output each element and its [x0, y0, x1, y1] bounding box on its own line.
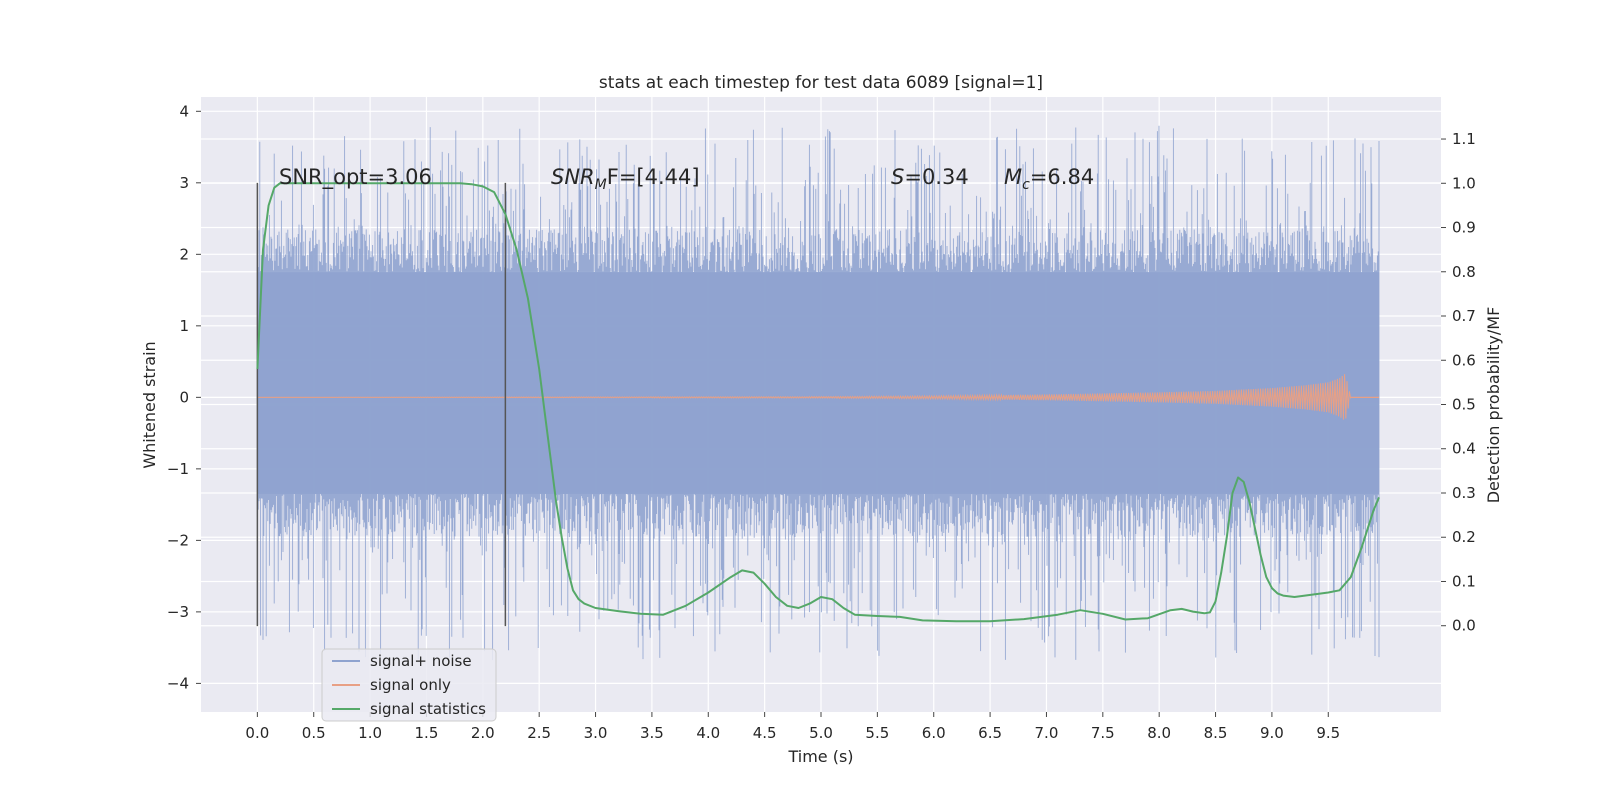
legend-label-signal-statistics: signal statistics: [370, 700, 486, 718]
x-tick-label: 9.5: [1316, 724, 1340, 742]
x-tick-label: 8.5: [1204, 724, 1228, 742]
s-value: =0.34: [904, 165, 968, 189]
x-tick-label: 5.0: [809, 724, 833, 742]
x-tick-label: 6.5: [978, 724, 1002, 742]
legend-label-signal-only: signal only: [370, 676, 451, 694]
x-tick-label: 5.5: [865, 724, 889, 742]
x-tick-label: 2.0: [471, 724, 495, 742]
y-right-tick-label: 0.8: [1452, 263, 1476, 281]
y-right-tick-label: 0.1: [1452, 572, 1476, 590]
y-right-tick-label: 0.0: [1452, 617, 1476, 635]
y-tick-label: 3: [179, 174, 189, 192]
annotation-snr-mf: SNRMF=[4.44]: [551, 165, 700, 193]
mc-symbol: M: [1004, 165, 1022, 189]
y-tick-label: 0: [179, 388, 189, 406]
annotation-mc: Mc=6.84: [1004, 165, 1094, 193]
snr-mf-value: F=[4.44]: [607, 165, 700, 189]
y-right-tick-label: 0.5: [1452, 396, 1476, 414]
y-right-tick-label: 0.9: [1452, 219, 1476, 237]
x-tick-label: 9.0: [1260, 724, 1284, 742]
x-tick-label: 3.0: [584, 724, 608, 742]
y-axis-label: Whitened strain: [140, 341, 159, 468]
legend-label-signal-noise: signal+ noise: [370, 652, 472, 670]
x-tick-label: 2.5: [527, 724, 551, 742]
y-tick-label: 1: [179, 317, 189, 335]
legend-box: [321, 648, 497, 722]
signal-statistics-line: [256, 182, 1380, 623]
snr-mf-subscript: M: [595, 177, 607, 193]
y-tick-label: 2: [179, 245, 189, 263]
y-axis-right-label: Detection probability/MF: [1484, 307, 1503, 504]
x-tick-label: 8.0: [1147, 724, 1171, 742]
x-tick-label: 1.0: [358, 724, 382, 742]
y-right-tick-label: 0.6: [1452, 351, 1476, 369]
x-tick-label: 7.0: [1035, 724, 1059, 742]
x-tick-label: 1.5: [415, 724, 439, 742]
signal-statistics-series: [256, 182, 1380, 623]
y-right-tick-label: 1.0: [1452, 174, 1476, 192]
x-tick-label: 4.5: [753, 724, 777, 742]
legend: signal+ noise signal only signal statist…: [321, 648, 497, 722]
y-right-tick-label: 0.3: [1452, 484, 1476, 502]
y-right-tick-label: 1.1: [1452, 130, 1476, 148]
mc-value: =6.84: [1030, 165, 1094, 189]
signal-only-line: [257, 374, 1352, 420]
y-right-tick-label: 0.7: [1452, 307, 1476, 325]
x-tick-label: 0.5: [302, 724, 326, 742]
y-right-tick-label: 0.2: [1452, 528, 1476, 546]
signal-only-series: [257, 374, 1379, 420]
y-tick-label: −1: [167, 460, 189, 478]
snr-mf-symbol: SNR: [551, 165, 595, 189]
x-tick-label: 6.0: [922, 724, 946, 742]
annotation-s: S=0.34: [891, 165, 969, 189]
markers: [256, 182, 507, 627]
signal-noise-series: [256, 125, 1380, 661]
y-tick-label: 4: [179, 102, 189, 120]
x-tick-label: 0.0: [245, 724, 269, 742]
y-tick-label: −3: [167, 603, 189, 621]
x-tick-label: 3.5: [640, 724, 664, 742]
y-tick-label: −2: [167, 531, 189, 549]
x-tick-label: 4.0: [696, 724, 720, 742]
mc-subscript: c: [1022, 177, 1030, 193]
y-tick-label: −4: [167, 674, 189, 692]
x-tick-label: 7.5: [1091, 724, 1115, 742]
annotation-snr-opt: SNR_opt=3.06: [279, 165, 432, 190]
ticks: 0.0 0.5 1.0 1.5 2.0 2.5 3.0 3.5 4.0 4.5 5.0 5.5 6.0 6…: [167, 102, 1476, 742]
y-right-tick-label: 0.4: [1452, 440, 1476, 458]
x-axis-label: Time (s): [787, 747, 853, 766]
s-symbol: S: [891, 165, 904, 189]
chart-title: stats at each timestep for test data 608…: [599, 73, 1043, 93]
